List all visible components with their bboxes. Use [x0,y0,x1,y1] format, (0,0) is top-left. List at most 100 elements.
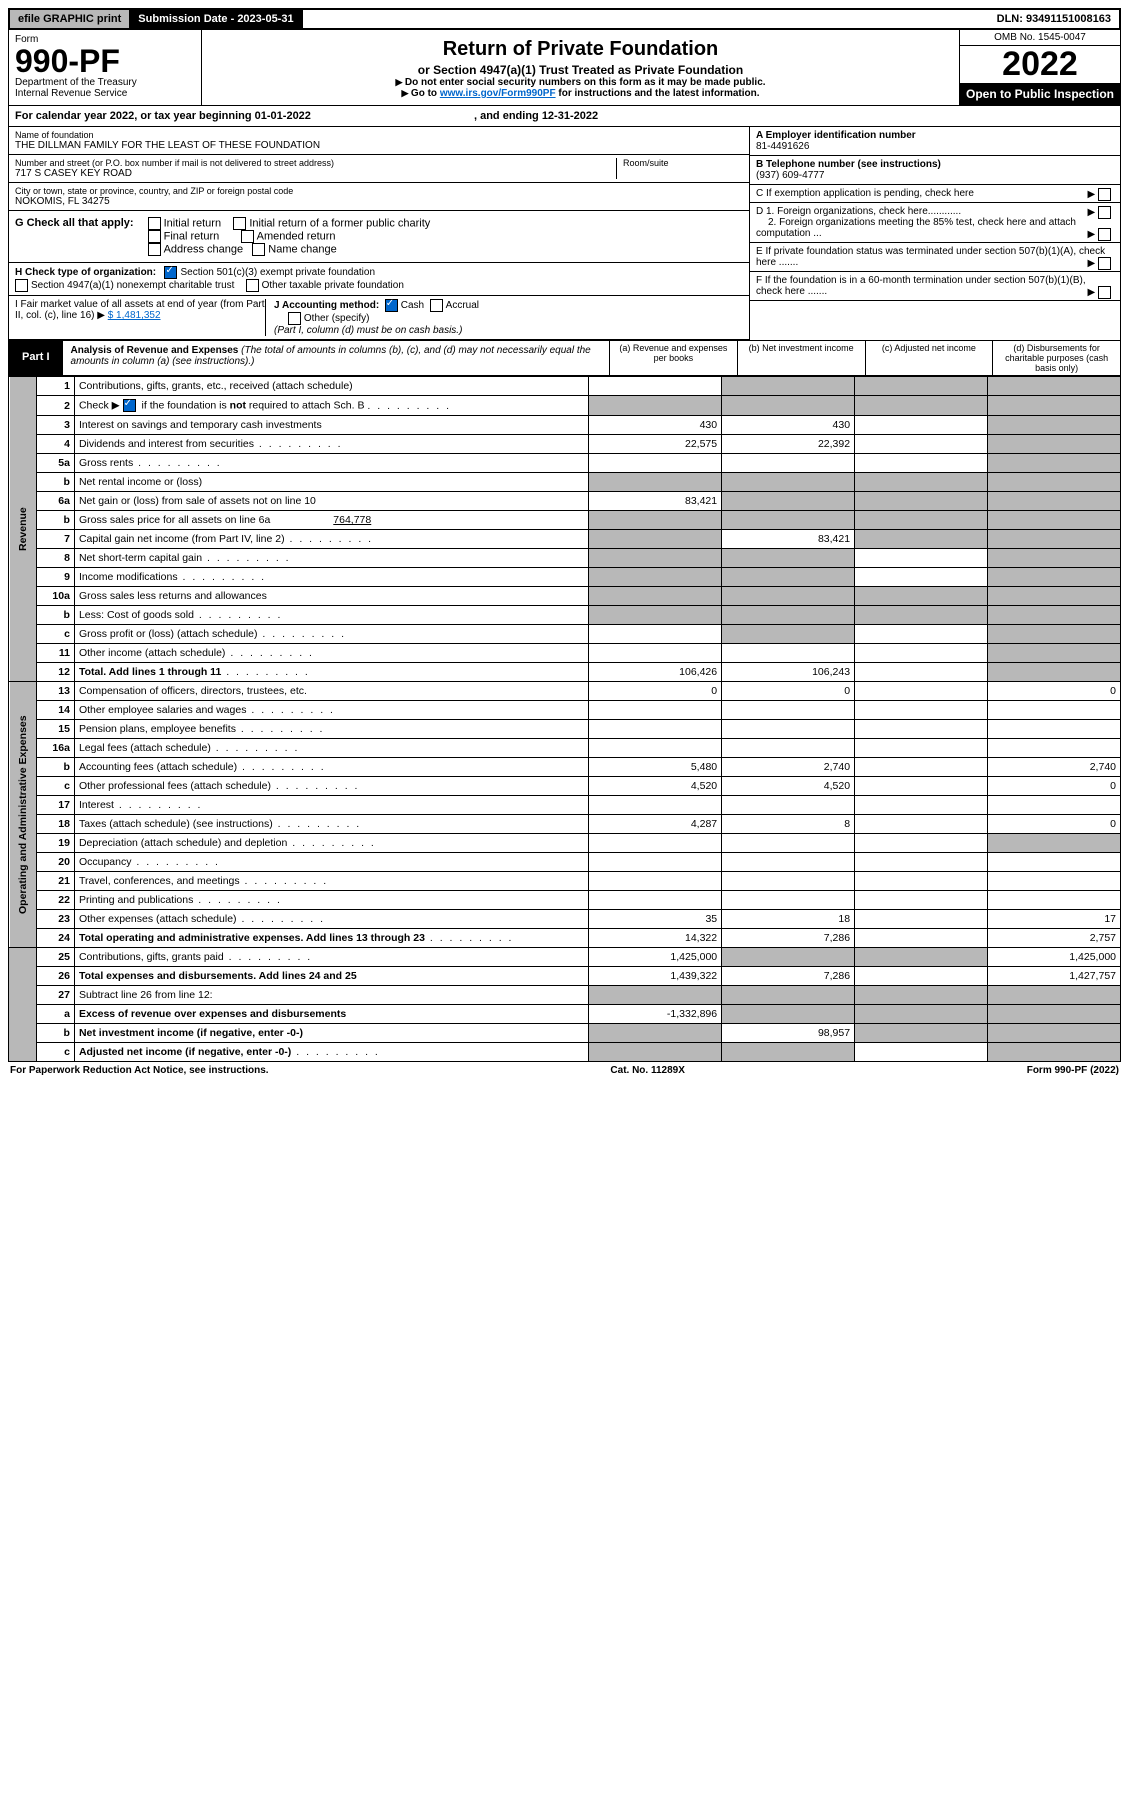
r4-a: 22,575 [589,435,722,454]
r12-b: 106,243 [722,663,855,682]
r3-b: 430 [722,416,855,435]
checkbox-final[interactable] [148,230,161,243]
r18-b: 8 [722,815,855,834]
r4-b: 22,392 [722,435,855,454]
table-row: 26Total expenses and disbursements. Add … [9,967,1121,986]
checkbox-d1[interactable] [1098,206,1111,219]
form990pf-link[interactable]: www.irs.gov/Form990PF [440,88,556,99]
checkbox-name-change[interactable] [252,243,265,256]
ein-value: 81-4491626 [756,141,809,152]
table-row: 18Taxes (attach schedule) (see instructi… [9,815,1121,834]
row-26-desc: Total expenses and disbursements. Add li… [79,970,357,982]
r26-d: 1,427,757 [988,967,1121,986]
r23-b: 18 [722,910,855,929]
c-label: C If exemption application is pending, c… [756,188,974,199]
table-row: 10aGross sales less returns and allowanc… [9,587,1121,606]
table-row: bAccounting fees (attach schedule) 5,480… [9,758,1121,777]
table-row: 17Interest [9,796,1121,815]
opt-other-taxable: Other taxable private foundation [262,281,404,292]
col-c-head: (c) Adjusted net income [865,341,993,375]
checkbox-other-method[interactable] [288,312,301,325]
row-16c-desc: Other professional fees (attach schedule… [79,780,271,792]
g-check-row: G Check all that apply: Initial return I… [9,211,749,263]
table-row: aExcess of revenue over expenses and dis… [9,1005,1121,1024]
identity-section: Name of foundation THE DILLMAN FAMILY FO… [8,127,1121,340]
table-row: 21Travel, conferences, and meetings [9,872,1121,891]
r13-a: 0 [589,682,722,701]
a-label: A Employer identification number [756,130,916,141]
checkbox-amended[interactable] [241,230,254,243]
table-row: cAdjusted net income (if negative, enter… [9,1043,1121,1062]
dln-label: DLN: 93491151008163 [989,10,1119,28]
r6b-val: 764,778 [273,514,371,526]
table-row: cOther professional fees (attach schedul… [9,777,1121,796]
row-27b-desc: Net investment income (if negative, ente… [79,1027,303,1039]
checkbox-e[interactable] [1098,257,1111,270]
checkbox-addr-change[interactable] [148,243,161,256]
r25-d: 1,425,000 [988,948,1121,967]
row-27a-desc: Excess of revenue over expenses and disb… [79,1008,346,1020]
table-row: 11Other income (attach schedule) [9,644,1121,663]
row-15-desc: Pension plans, employee benefits [79,723,236,735]
opt-final: Final return [164,231,220,243]
table-row: cGross profit or (loss) (attach schedule… [9,625,1121,644]
checkbox-d2[interactable] [1098,228,1111,241]
checkbox-accrual[interactable] [430,299,443,312]
row-5a-desc: Gross rents [79,457,133,469]
r27a-a: -1,332,896 [589,1005,722,1024]
g-label: G Check all that apply: [15,217,134,229]
cal-ending: , and ending 12-31-2022 [474,110,598,122]
row-14-desc: Other employee salaries and wages [79,704,247,716]
row-10a-desc: Gross sales less returns and allowances [74,587,588,606]
checkbox-4947[interactable] [15,279,28,292]
i-value[interactable]: $ 1,481,352 [108,310,161,321]
phone-cell: B Telephone number (see instructions) (9… [750,156,1120,185]
col-d-head: (d) Disbursements for charitable purpose… [992,341,1120,375]
row-25-desc: Contributions, gifts, grants paid [79,951,224,963]
header-left: Form 990-PF Department of the Treasury I… [9,30,202,105]
checkbox-initial[interactable] [148,217,161,230]
dept-label: Department of the Treasury [15,77,195,88]
checkbox-501c3[interactable] [164,266,177,279]
revenue-side-label: Revenue [9,377,37,682]
r13-b: 0 [722,682,855,701]
col-b-head: (b) Net investment income [737,341,865,375]
table-row: 19Depreciation (attach schedule) and dep… [9,834,1121,853]
r18-a: 4,287 [589,815,722,834]
address: 717 S CASEY KEY ROAD [15,168,616,179]
r7-b: 83,421 [722,530,855,549]
table-row: 20Occupancy [9,853,1121,872]
r18-d: 0 [988,815,1121,834]
r6a-a: 83,421 [589,492,722,511]
checkbox-initial-former[interactable] [233,217,246,230]
checkbox-c[interactable] [1098,188,1111,201]
checkbox-f[interactable] [1098,286,1111,299]
r16c-d: 0 [988,777,1121,796]
opt-501c3: Section 501(c)(3) exempt private foundat… [180,268,375,279]
opt-other-method: Other (specify) [304,314,370,325]
checkbox-other-taxable[interactable] [246,279,259,292]
row-6a-desc: Net gain or (loss) from sale of assets n… [74,492,588,511]
row-13-desc: Compensation of officers, directors, tru… [74,682,588,701]
row-11-desc: Other income (attach schedule) [79,647,226,659]
r3-a: 430 [589,416,722,435]
h-check-row: H Check type of organization: Section 50… [9,263,749,296]
table-row: 16aLegal fees (attach schedule) [9,739,1121,758]
top-bar: efile GRAPHIC print Submission Date - 20… [8,8,1121,30]
table-row: bLess: Cost of goods sold [9,606,1121,625]
form-header: Form 990-PF Department of the Treasury I… [8,30,1121,106]
foundation-name-cell: Name of foundation THE DILLMAN FAMILY FO… [9,127,749,155]
checkbox-cash[interactable] [385,299,398,312]
note-ssn: Do not enter social security numbers on … [208,77,953,88]
ein-cell: A Employer identification number 81-4491… [750,127,1120,156]
expenses-side-label: Operating and Administrative Expenses [9,682,37,948]
row-16a-desc: Legal fees (attach schedule) [79,742,211,754]
efile-label: efile GRAPHIC print [10,10,130,28]
row-10c-desc: Gross profit or (loss) (attach schedule) [79,628,258,640]
row-1-desc: Contributions, gifts, grants, etc., rece… [74,377,588,396]
row-17-desc: Interest [79,799,114,811]
r23-d: 17 [988,910,1121,929]
d-cell: D 1. Foreign organizations, check here..… [750,203,1120,243]
checkbox-schb[interactable] [123,399,136,412]
r25-a: 1,425,000 [589,948,722,967]
